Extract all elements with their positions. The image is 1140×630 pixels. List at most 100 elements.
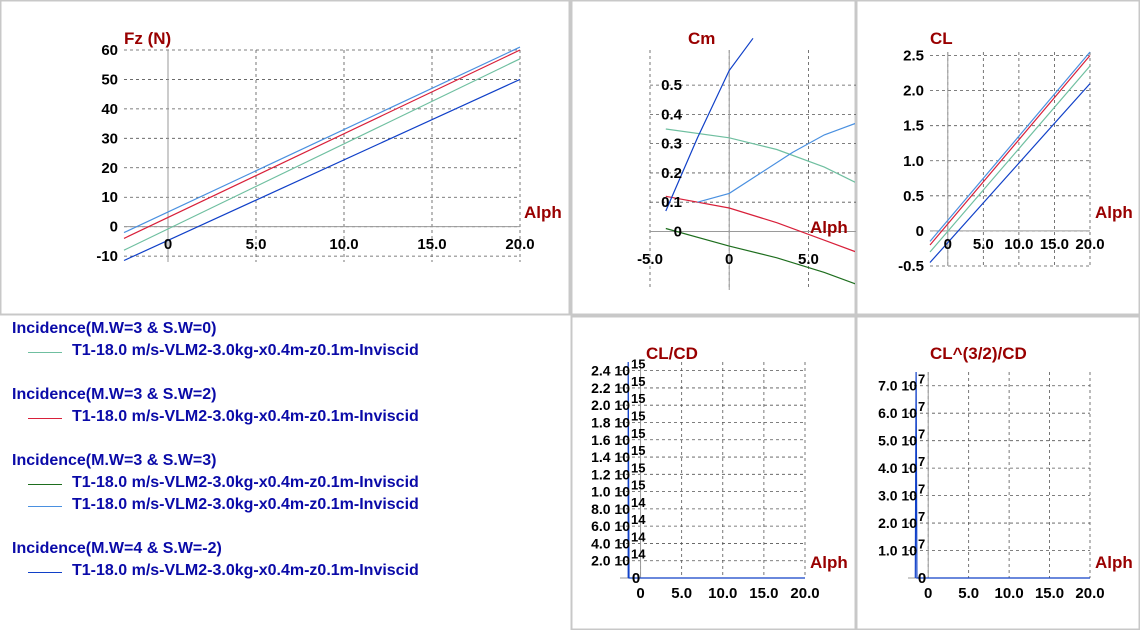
y-tick-exponent: 14 <box>631 547 646 562</box>
y-tick-exponent: 7 <box>918 537 925 552</box>
x-tick-label: 10.0 <box>708 585 737 602</box>
y-tick-exponent: 14 <box>631 495 646 510</box>
y-tick-exponent: 7 <box>918 454 925 469</box>
y-tick-exponent: 7 <box>918 482 925 497</box>
series-line-2 <box>929 51 1091 242</box>
x-tick-label: 0 <box>164 236 172 253</box>
y-tick-label: 8.0 10 <box>591 501 630 517</box>
y-tick-label: 0.2 <box>661 165 682 182</box>
chart-title: Fz (N) <box>124 29 171 48</box>
y-tick-label: 2.4 10 <box>591 363 630 379</box>
chart-2: CL Alph 0 5.0 10.0 15.0 20.0 -0.5 0 0.5 1.0 1.5 2.0 2… <box>898 29 1133 275</box>
legend-label: T1-18.0 m/s-VLM2-3.0kg-x0.4m-z0.1m-Invis… <box>72 342 419 359</box>
legend-label: T1-18.0 m/s-VLM2-3.0kg-x0.4m-z0.1m-Invis… <box>72 562 419 579</box>
legend-label: T1-18.0 m/s-VLM2-3.0kg-x0.4m-z0.1m-Invis… <box>72 474 419 491</box>
series-line-0 <box>914 371 1090 579</box>
legend-group-title: Incidence(M.W=3 & S.W=2) <box>12 386 217 403</box>
y-tick-label: 0.1 <box>661 194 682 211</box>
y-tick-exponent: 7 <box>918 399 925 414</box>
y-tick-label: 1.8 10 <box>591 414 630 430</box>
x-tick-label: 5.0 <box>671 585 692 602</box>
y-tick-label: 3.0 10 <box>878 488 917 504</box>
y-zero-label: 0 <box>632 570 640 587</box>
y-tick-label: 0 <box>916 223 924 240</box>
y-tick-label: 1.6 10 <box>591 432 630 448</box>
legend-swatch <box>28 506 62 507</box>
x-tick-label: -5.0 <box>637 251 663 268</box>
series-line-4 <box>665 37 754 212</box>
legend-label: T1-18.0 m/s-VLM2-3.0kg-x0.4m-z0.1m-Invis… <box>72 496 419 513</box>
legend-swatch <box>28 484 62 485</box>
x-tick-label: 10.0 <box>329 236 358 253</box>
series-line-2 <box>665 227 855 285</box>
y-tick-label: 0.5 <box>903 188 924 205</box>
x-tick-label: 5.0 <box>958 585 979 602</box>
x-axis-label: Alph <box>810 218 848 237</box>
y-tick-label: 1.0 10 <box>591 484 630 500</box>
y-tick-exponent: 15 <box>631 357 645 372</box>
y-tick-label: -10 <box>96 248 118 265</box>
legend-swatch <box>28 352 62 353</box>
legend-swatch <box>28 418 62 419</box>
x-tick-label: 20.0 <box>1075 585 1104 602</box>
y-zero-label: 0 <box>918 570 926 587</box>
x-tick-label: 15.0 <box>1040 236 1069 253</box>
y-tick-exponent: 15 <box>631 374 645 389</box>
x-axis-label: Alph <box>1095 203 1133 222</box>
x-axis-label: Alph <box>1095 553 1133 572</box>
y-tick-exponent: 15 <box>631 391 645 406</box>
y-tick-label: 5.0 10 <box>878 433 917 449</box>
series-line-3 <box>123 78 521 262</box>
y-tick-label: 6.0 10 <box>591 518 630 534</box>
x-axis-label: Alph <box>810 553 848 572</box>
legend-label: T1-18.0 m/s-VLM2-3.0kg-x0.4m-z0.1m-Invis… <box>72 408 419 425</box>
y-tick-exponent: 15 <box>631 408 645 423</box>
legend-group-title: Incidence(M.W=3 & S.W=0) <box>12 320 217 337</box>
y-tick-label: -0.5 <box>898 258 924 275</box>
legend-group-title: Incidence(M.W=3 & S.W=3) <box>12 452 217 469</box>
x-tick-label: 10.0 <box>995 585 1024 602</box>
series-line-2 <box>123 46 521 234</box>
series-line-0 <box>123 58 521 251</box>
y-tick-label: 2.0 10 <box>878 515 917 531</box>
x-tick-label: 20.0 <box>790 585 819 602</box>
y-tick-label: 30 <box>101 130 118 147</box>
y-tick-exponent: 14 <box>631 529 646 544</box>
x-tick-label: 0 <box>725 251 733 268</box>
x-tick-label: 0 <box>636 585 644 602</box>
chart-1: Cm Alph -5.0 0 5.0 0 0.1 0.2 0.3 0.4 0.5 <box>637 29 856 290</box>
x-tick-label: 15.0 <box>417 236 446 253</box>
y-tick-label: 1.2 10 <box>591 466 630 482</box>
x-tick-label: 20.0 <box>1075 236 1104 253</box>
y-tick-label: 40 <box>101 101 118 118</box>
chart-title: CL/CD <box>646 344 698 363</box>
x-tick-label: 15.0 <box>749 585 778 602</box>
series-line-0 <box>627 361 805 579</box>
series-line-3 <box>929 83 1091 263</box>
y-tick-label: 4.0 10 <box>878 460 917 476</box>
y-tick-label: 0.4 <box>661 106 683 123</box>
series-line-1 <box>665 195 855 253</box>
series-line-0 <box>929 65 1091 253</box>
y-tick-label: 60 <box>101 42 118 59</box>
chart-title: CL <box>930 29 953 48</box>
series-line-1 <box>929 55 1091 246</box>
x-tick-label: 5.0 <box>246 236 267 253</box>
legend-swatch <box>28 572 62 573</box>
y-tick-label: 4.0 10 <box>591 535 630 551</box>
x-axis-label: Alph <box>524 203 562 222</box>
y-tick-exponent: 7 <box>918 372 925 387</box>
y-tick-exponent: 14 <box>631 512 646 527</box>
y-tick-exponent: 15 <box>631 443 645 458</box>
y-tick-label: 6.0 10 <box>878 405 917 421</box>
y-tick-label: 2.0 10 <box>591 553 630 569</box>
y-tick-label: 0 <box>110 219 118 236</box>
legend-group-title: Incidence(M.W=4 & S.W=-2) <box>12 540 222 557</box>
y-tick-label: 20 <box>101 160 118 177</box>
panel-frame-0 <box>0 0 571 316</box>
y-tick-label: 0.3 <box>661 136 682 153</box>
legend: Incidence(M.W=3 & S.W=0) T1-18.0 m/s-VLM2… <box>0 316 570 630</box>
y-tick-label: 0 <box>674 223 682 240</box>
